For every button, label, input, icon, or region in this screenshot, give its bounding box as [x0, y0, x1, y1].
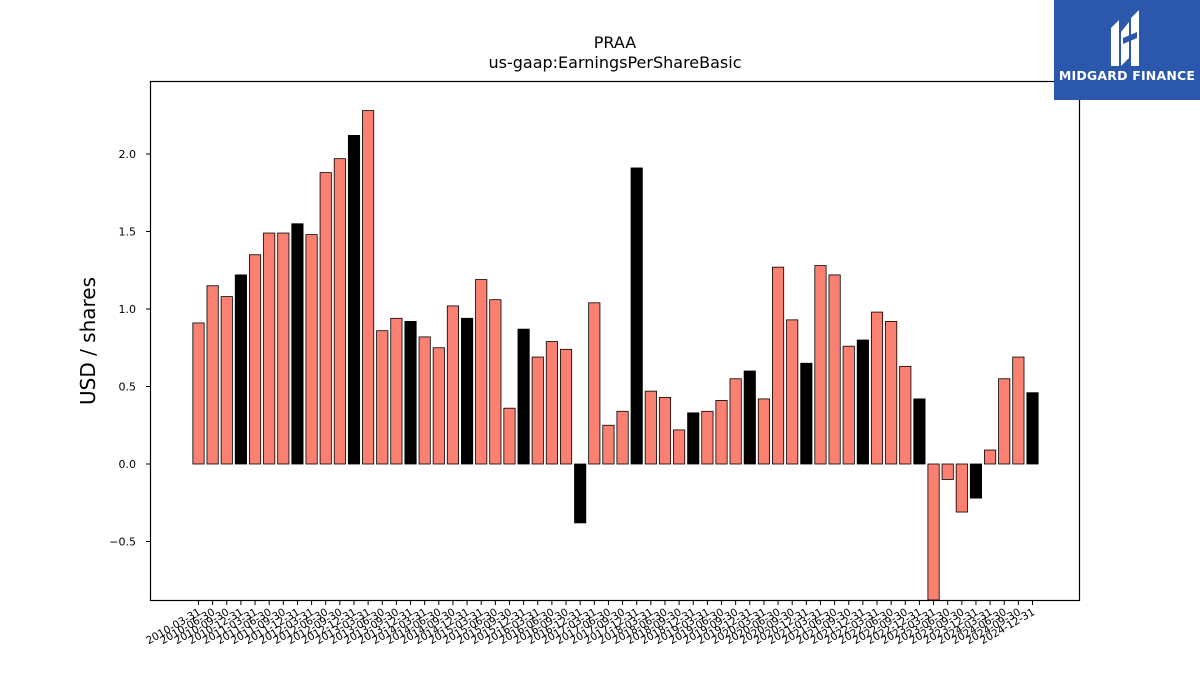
bar-2024-09-30 [1012, 356, 1025, 465]
bar-2014-09-30 [446, 305, 460, 465]
bar-2021-09-30 [842, 345, 855, 465]
y-tick-label: 1.5 [119, 226, 137, 239]
bar-2012-06-30 [319, 172, 332, 465]
y-tick-label: 2.0 [119, 148, 137, 161]
bar-2022-03-31 [870, 311, 884, 465]
bar-2022-06-30 [885, 320, 898, 465]
bar-2019-09-30 [729, 378, 742, 465]
brand-logo: MIDGARD FINANCE [1054, 0, 1200, 100]
bar-2013-03-31 [362, 110, 375, 465]
bar-2019-12-31 [743, 370, 756, 465]
bar-2020-03-31 [757, 398, 770, 465]
bar-2020-12-31 [800, 362, 813, 465]
bar-2010-03-31 [192, 322, 205, 465]
bar-2014-12-31 [461, 317, 474, 465]
bar-2017-03-31 [588, 302, 601, 465]
midgard-logo-icon [1111, 10, 1139, 66]
bar-2023-09-30 [955, 463, 968, 513]
bar-2014-06-30 [432, 347, 445, 465]
bar-2023-12-31 [969, 463, 983, 499]
bar-2013-09-30 [390, 317, 403, 465]
bar-2018-03-31 [644, 390, 657, 465]
bar-2017-06-30 [602, 424, 615, 465]
bar-2022-12-31 [913, 398, 926, 465]
bar-2011-09-30 [277, 232, 290, 465]
y-tick-label: −0.5 [109, 536, 136, 549]
bar-2017-09-30 [616, 410, 629, 465]
chart-title: PRAA [594, 33, 637, 52]
y-tick-label: 0.0 [119, 458, 137, 471]
bar-2021-03-31 [814, 265, 827, 465]
bar-2012-09-30 [333, 158, 346, 465]
bar-2011-12-31 [291, 223, 304, 465]
bar-2016-09-30 [559, 348, 573, 465]
bar-2010-12-31 [234, 274, 247, 465]
bar-2015-03-31 [475, 279, 488, 465]
bar-2020-06-30 [772, 266, 785, 465]
bar-2018-12-31 [687, 412, 700, 465]
y-axis-label: USD / shares [76, 277, 100, 405]
bar-2020-09-30 [786, 319, 799, 465]
bar-2023-06-30 [941, 463, 954, 480]
bar-2024-06-30 [998, 378, 1011, 465]
brand-name: MIDGARD FINANCE [1058, 68, 1196, 83]
bar-2019-03-31 [701, 410, 714, 465]
bar-2010-06-30 [206, 285, 219, 465]
bar-2013-12-31 [404, 320, 417, 465]
bar-2012-03-31 [305, 234, 318, 465]
bar-2023-03-31 [927, 463, 940, 601]
bar-2013-06-30 [376, 330, 389, 465]
bar-2021-12-31 [856, 339, 869, 465]
bar-2016-06-30 [545, 341, 558, 465]
y-ticks: −0.5 0.0 0.5 1.0 1.5 2.0 [109, 148, 151, 549]
bar-2015-09-30 [503, 407, 516, 465]
bar-2016-03-31 [531, 356, 544, 465]
bar-2018-06-30 [658, 396, 672, 465]
bar-2011-03-31 [248, 254, 262, 465]
bars [192, 110, 1039, 601]
bar-2017-12-31 [630, 167, 643, 465]
x-ticks: 2010-03-312010-06-302010-09-302010-12-31… [144, 600, 1037, 647]
bar-2015-06-30 [489, 299, 502, 465]
bar-2012-12-31 [347, 134, 361, 465]
bar-2021-06-30 [828, 274, 841, 465]
y-tick-label: 1.0 [119, 303, 137, 316]
bar-2016-12-31 [574, 463, 587, 524]
bar-2014-03-31 [418, 336, 431, 465]
plot-frame [149, 80, 1081, 602]
bar-2010-09-30 [220, 296, 233, 465]
chart-subtitle: us-gaap:EarningsPerShareBasic [488, 53, 741, 72]
bar-2018-09-30 [673, 429, 686, 465]
bar-2024-12-31 [1026, 392, 1039, 465]
bar-2015-12-31 [517, 328, 530, 465]
bar-2022-09-30 [899, 365, 912, 465]
bar-2024-03-31 [984, 449, 997, 465]
y-tick-label: 0.5 [119, 381, 137, 394]
bar-2019-06-30 [715, 400, 728, 465]
bar-2011-06-30 [263, 232, 276, 465]
